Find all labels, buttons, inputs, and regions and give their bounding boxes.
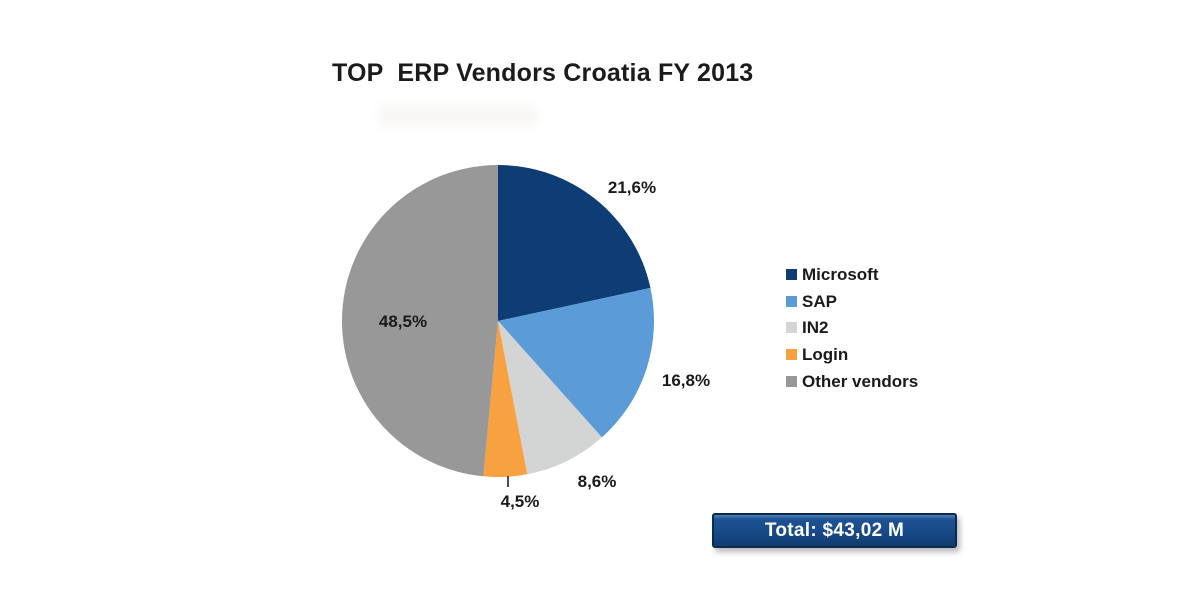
legend-label: Microsoft [802,264,879,284]
legend-label: Login [802,344,849,364]
legend-label: IN2 [802,318,829,338]
legend-label: SAP [802,291,837,311]
pie-slice-in2 [498,321,602,475]
legend-item-other-vendors: Other vendors [786,368,918,395]
total-label: Total: $43,02 M [764,519,905,541]
legend-item-microsoft: Microsoft [786,261,918,288]
pie-slice-microsoft [498,165,651,321]
pie-chart [342,165,654,477]
total-badge: Total: $43,02 M [712,513,957,548]
slice-value-label-other-vendors: 48,5% [378,312,428,331]
pie-chart-svg [342,165,654,477]
pie-slice-sap [498,287,654,438]
legend-item-sap: SAP [786,288,918,315]
legend-label: Other vendors [802,371,919,391]
pie-slice-other-vendors [342,165,498,477]
login-label-leader-line [507,476,509,487]
legend-swatch-login [786,348,797,360]
chart-legend: Microsoft SAP IN2 Login Other vendors [786,261,918,394]
legend-item-in2: IN2 [786,314,918,341]
legend-item-login: Login [786,341,918,368]
legend-swatch-in2 [786,322,797,334]
pie-slice-login [483,321,528,477]
slice-value-label-in2: 8,6% [577,472,617,491]
faded-artifact [378,104,538,128]
legend-swatch-other-vendors [786,375,797,387]
legend-swatch-microsoft [786,268,797,280]
chart-title: TOP ERP Vendors Croatia FY 2013 [332,59,754,87]
legend-swatch-sap [786,295,797,307]
slice-value-label-sap: 16,8% [661,371,711,390]
slice-value-label-login: 4,5% [500,492,540,511]
slice-value-label-microsoft: 21,6% [607,178,657,197]
